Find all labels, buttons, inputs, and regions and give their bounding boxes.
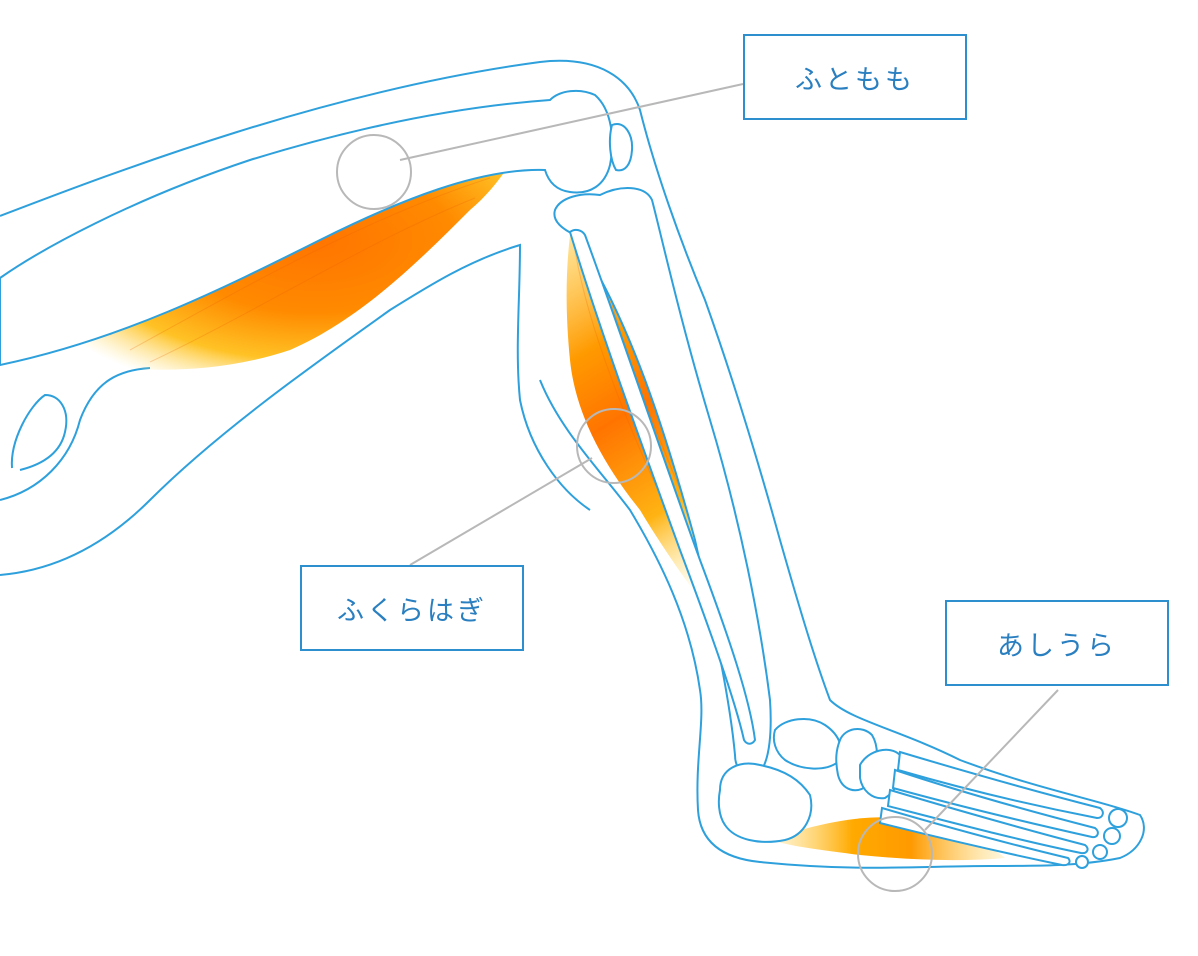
sole-label: あしうら	[997, 630, 1117, 662]
calf-label: ふくらはぎ	[337, 595, 487, 627]
calf-marker-circle	[576, 408, 652, 484]
bones	[0, 89, 1128, 869]
calf-leader-line	[409, 457, 593, 566]
sole-marker-circle	[857, 816, 933, 892]
thigh-label: ふともも	[795, 64, 915, 96]
thigh-leader-line	[399, 83, 744, 161]
thigh-label-box: ふともも	[743, 34, 967, 120]
leader-lines	[336, 83, 1059, 892]
sole-label-box: あしうら	[945, 600, 1169, 686]
calf-label-box: ふくらはぎ	[300, 565, 524, 651]
sole-leader-line	[924, 689, 1059, 831]
thigh-marker-circle	[336, 134, 412, 210]
